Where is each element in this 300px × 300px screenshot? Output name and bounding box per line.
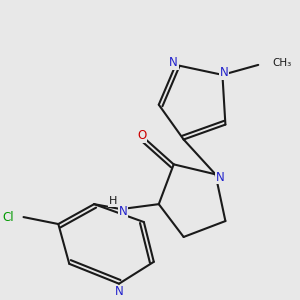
Text: N: N — [169, 56, 178, 69]
Text: N: N — [115, 285, 123, 298]
Text: N: N — [118, 205, 127, 218]
Text: Cl: Cl — [2, 211, 14, 224]
Text: CH₃: CH₃ — [272, 58, 291, 68]
Text: O: O — [137, 129, 146, 142]
Text: H: H — [109, 196, 117, 206]
Text: N: N — [220, 66, 229, 80]
Text: N: N — [216, 171, 225, 184]
